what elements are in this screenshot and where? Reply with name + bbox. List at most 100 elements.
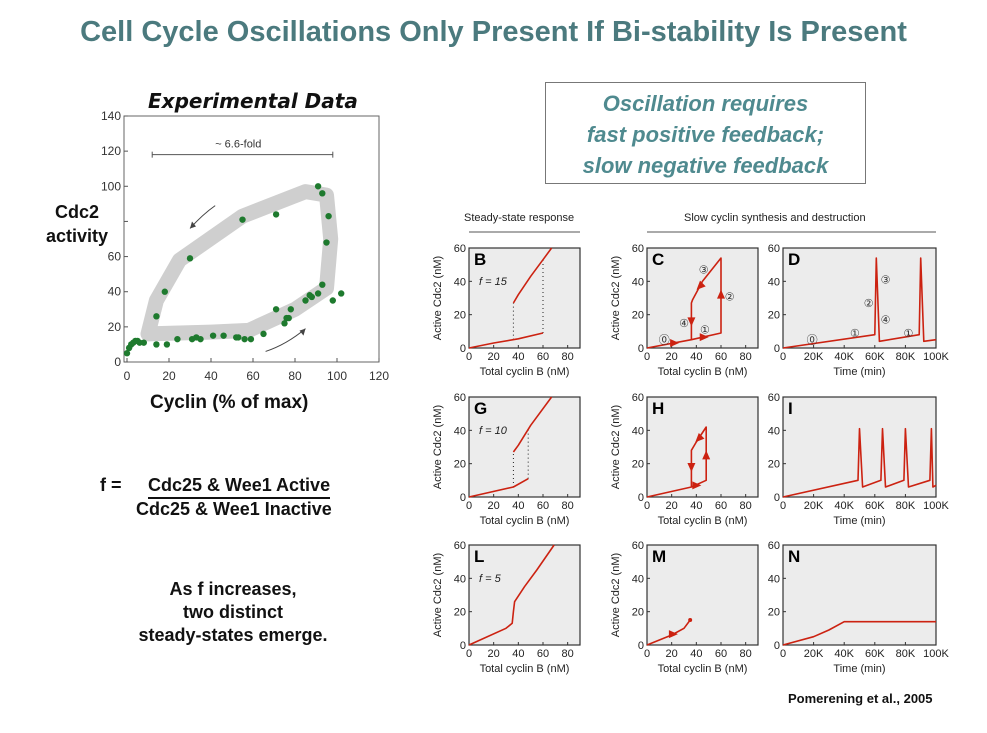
model-curve	[468, 544, 555, 646]
x-tick-label: 40	[512, 500, 524, 512]
data-point	[325, 212, 332, 220]
model-curve	[782, 427, 937, 498]
y-tick-label: 20	[108, 320, 122, 334]
model-curve	[782, 620, 936, 646]
data-point	[161, 288, 168, 295]
y-tick-label: 0	[460, 343, 466, 355]
data-point	[302, 297, 309, 304]
panel-I: 0 20K 40K 60K 80K 100K 0 20 40 60 Time (min) I	[768, 392, 950, 527]
phase-label: ②	[725, 291, 735, 303]
x-tick-label: 80	[562, 648, 574, 660]
trajectory-arrow	[696, 280, 706, 290]
panel-letter: D	[788, 250, 800, 269]
x-tick-label: 80	[740, 500, 752, 512]
data-point	[323, 239, 330, 246]
x-tick-label: 40	[690, 500, 702, 512]
x-tick-label: 40K	[834, 500, 854, 512]
x-tick-label: 120	[369, 369, 389, 383]
panel-letter: H	[652, 399, 664, 418]
explanation-text: As f increases, two distinct steady-stat…	[100, 578, 366, 647]
x-tick-label: 20K	[804, 500, 824, 512]
panel-letter: B	[474, 250, 486, 269]
phase-label: ⓪	[807, 334, 818, 347]
x-tick-label: 20	[666, 500, 678, 512]
trajectory-arrow	[692, 481, 702, 490]
y-axis-label: Active Cdc2 (nM)	[432, 553, 444, 637]
model-curve	[512, 247, 553, 304]
y-tick-label: 0	[460, 640, 466, 652]
data-point	[308, 293, 315, 301]
panel-frame	[468, 247, 581, 349]
x-tick-label: 0	[466, 500, 472, 512]
x-tick-label: 20	[162, 369, 176, 383]
data-point	[329, 297, 336, 304]
y-axis-label: Active Cdc2 (nM)	[432, 405, 444, 489]
y-axis-label: Active Cdc2 (nM)	[610, 405, 622, 489]
data-point	[123, 350, 131, 357]
x-axis-label: Total cyclin B (nM)	[480, 663, 570, 675]
fold-annotation: ~ 6.6-fold	[215, 139, 261, 151]
y-tick-label: 20	[454, 310, 466, 322]
data-point	[153, 313, 160, 320]
x-tick-label: 20	[666, 351, 678, 363]
header-slow-cyclin: Slow cyclin synthesis and destruction	[684, 212, 866, 224]
x-tick-label: 0	[466, 648, 472, 660]
panel-frame	[782, 544, 937, 646]
x-tick-label: 0	[780, 500, 786, 512]
y-tick-label: 60	[768, 540, 780, 552]
x-axis-label: Time (min)	[833, 515, 885, 527]
f-value-label: f = 15	[479, 276, 508, 288]
x-tick-label: 0	[644, 648, 650, 660]
y-tick-label: 40	[768, 276, 780, 288]
x-tick-label: 0	[644, 500, 650, 512]
data-point	[235, 334, 242, 341]
x-tick-label: 100	[327, 369, 347, 383]
y-tick-label: 60	[768, 392, 780, 404]
y-tick-label: 100	[101, 179, 121, 193]
y-tick-label: 0	[638, 640, 644, 652]
y-tick-label: 20	[454, 459, 466, 471]
formula-lhs: f =	[100, 475, 122, 495]
panel-L: 0 20 40 60 80 0 20 40 60 Total cyclin B (nM) Activ…	[432, 540, 581, 675]
x-tick-label: 60	[715, 351, 727, 363]
x-tick-label: 20	[666, 648, 678, 660]
y-tick-label: 40	[768, 425, 780, 437]
data-point	[319, 281, 326, 288]
model-curve	[646, 426, 708, 498]
panel-M: 0 20 40 60 80 0 20 40 60 Total cyclin B (nM) Activ…	[610, 540, 759, 675]
y-label-line: Cdc2	[54, 202, 99, 222]
panel-B: 0 20 40 60 80 0 20 40 60 Total cyclin B (nM) Activ…	[432, 243, 581, 378]
y-tick-label: 20	[454, 607, 466, 619]
y-tick-label: 60	[632, 392, 644, 404]
panel-frame	[782, 247, 937, 349]
y-tick-label: 0	[774, 640, 780, 652]
data-point	[241, 335, 248, 343]
y-tick-label: 40	[632, 276, 644, 288]
data-point	[272, 211, 280, 218]
y-tick-label: 40	[108, 285, 122, 299]
phase-label: ⓪	[659, 334, 670, 347]
x-tick-label: 100K	[923, 351, 949, 363]
x-tick-label: 80	[562, 500, 574, 512]
phase-label: ③	[699, 265, 709, 277]
data-point	[260, 330, 267, 338]
x-tick-label: 40K	[834, 648, 854, 660]
x-axis-label: Time (min)	[833, 366, 885, 378]
y-tick-label: 40	[454, 425, 466, 437]
data-point	[338, 290, 345, 297]
y-axis-label: Active Cdc2 (nM)	[432, 256, 444, 340]
model-curve	[782, 257, 937, 349]
y-axis-label: Cdc2 activity	[34, 200, 120, 248]
y-tick-label: 60	[632, 540, 644, 552]
x-tick-label: 60K	[865, 500, 885, 512]
x-axis-label: Time (min)	[833, 663, 885, 675]
trajectory-arrow	[717, 289, 725, 299]
explanation-line: two distinct	[183, 602, 283, 622]
y-tick-label: 60	[108, 250, 122, 264]
data-point	[239, 216, 246, 223]
x-tick-label: 80	[740, 351, 752, 363]
x-tick-label: 80K	[896, 351, 916, 363]
x-tick-label: 20K	[804, 648, 824, 660]
f-value-label: f = 5	[479, 573, 502, 585]
data-point	[186, 255, 194, 262]
